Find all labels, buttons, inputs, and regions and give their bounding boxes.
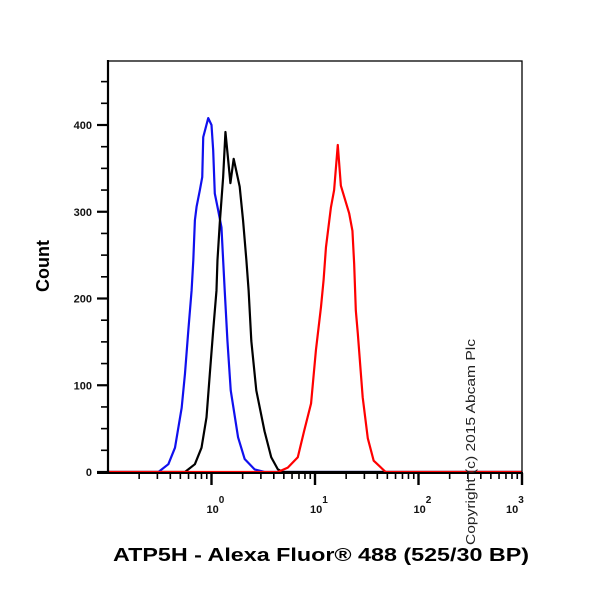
x-tick-label: 101	[310, 495, 328, 516]
y-tick-label: 300	[74, 207, 92, 219]
histogram-series-red	[108, 143, 522, 474]
histogram-series-black	[108, 130, 522, 474]
x-tick-label: 103	[506, 495, 524, 516]
x-tick-label: 102	[414, 495, 432, 516]
y-axis-ticks: 0 100 200 300 400	[74, 80, 108, 479]
plot-frame	[107, 60, 523, 474]
y-tick-label: 0	[86, 467, 92, 479]
y-tick-label: 200	[74, 294, 92, 306]
histogram-series-blue	[108, 116, 522, 474]
x-tick-label: 100	[207, 495, 225, 516]
y-tick-label: 100	[74, 380, 92, 392]
copyright-notice: Copyright (c) 2015 Abcam Plc	[464, 339, 478, 545]
y-tick-label: 400	[74, 120, 92, 132]
series-layer	[108, 116, 522, 474]
x-axis-label: ATP5H - Alexa Fluor® 488 (525/30 BP)	[113, 545, 529, 565]
y-axis-label: Count	[33, 240, 53, 292]
